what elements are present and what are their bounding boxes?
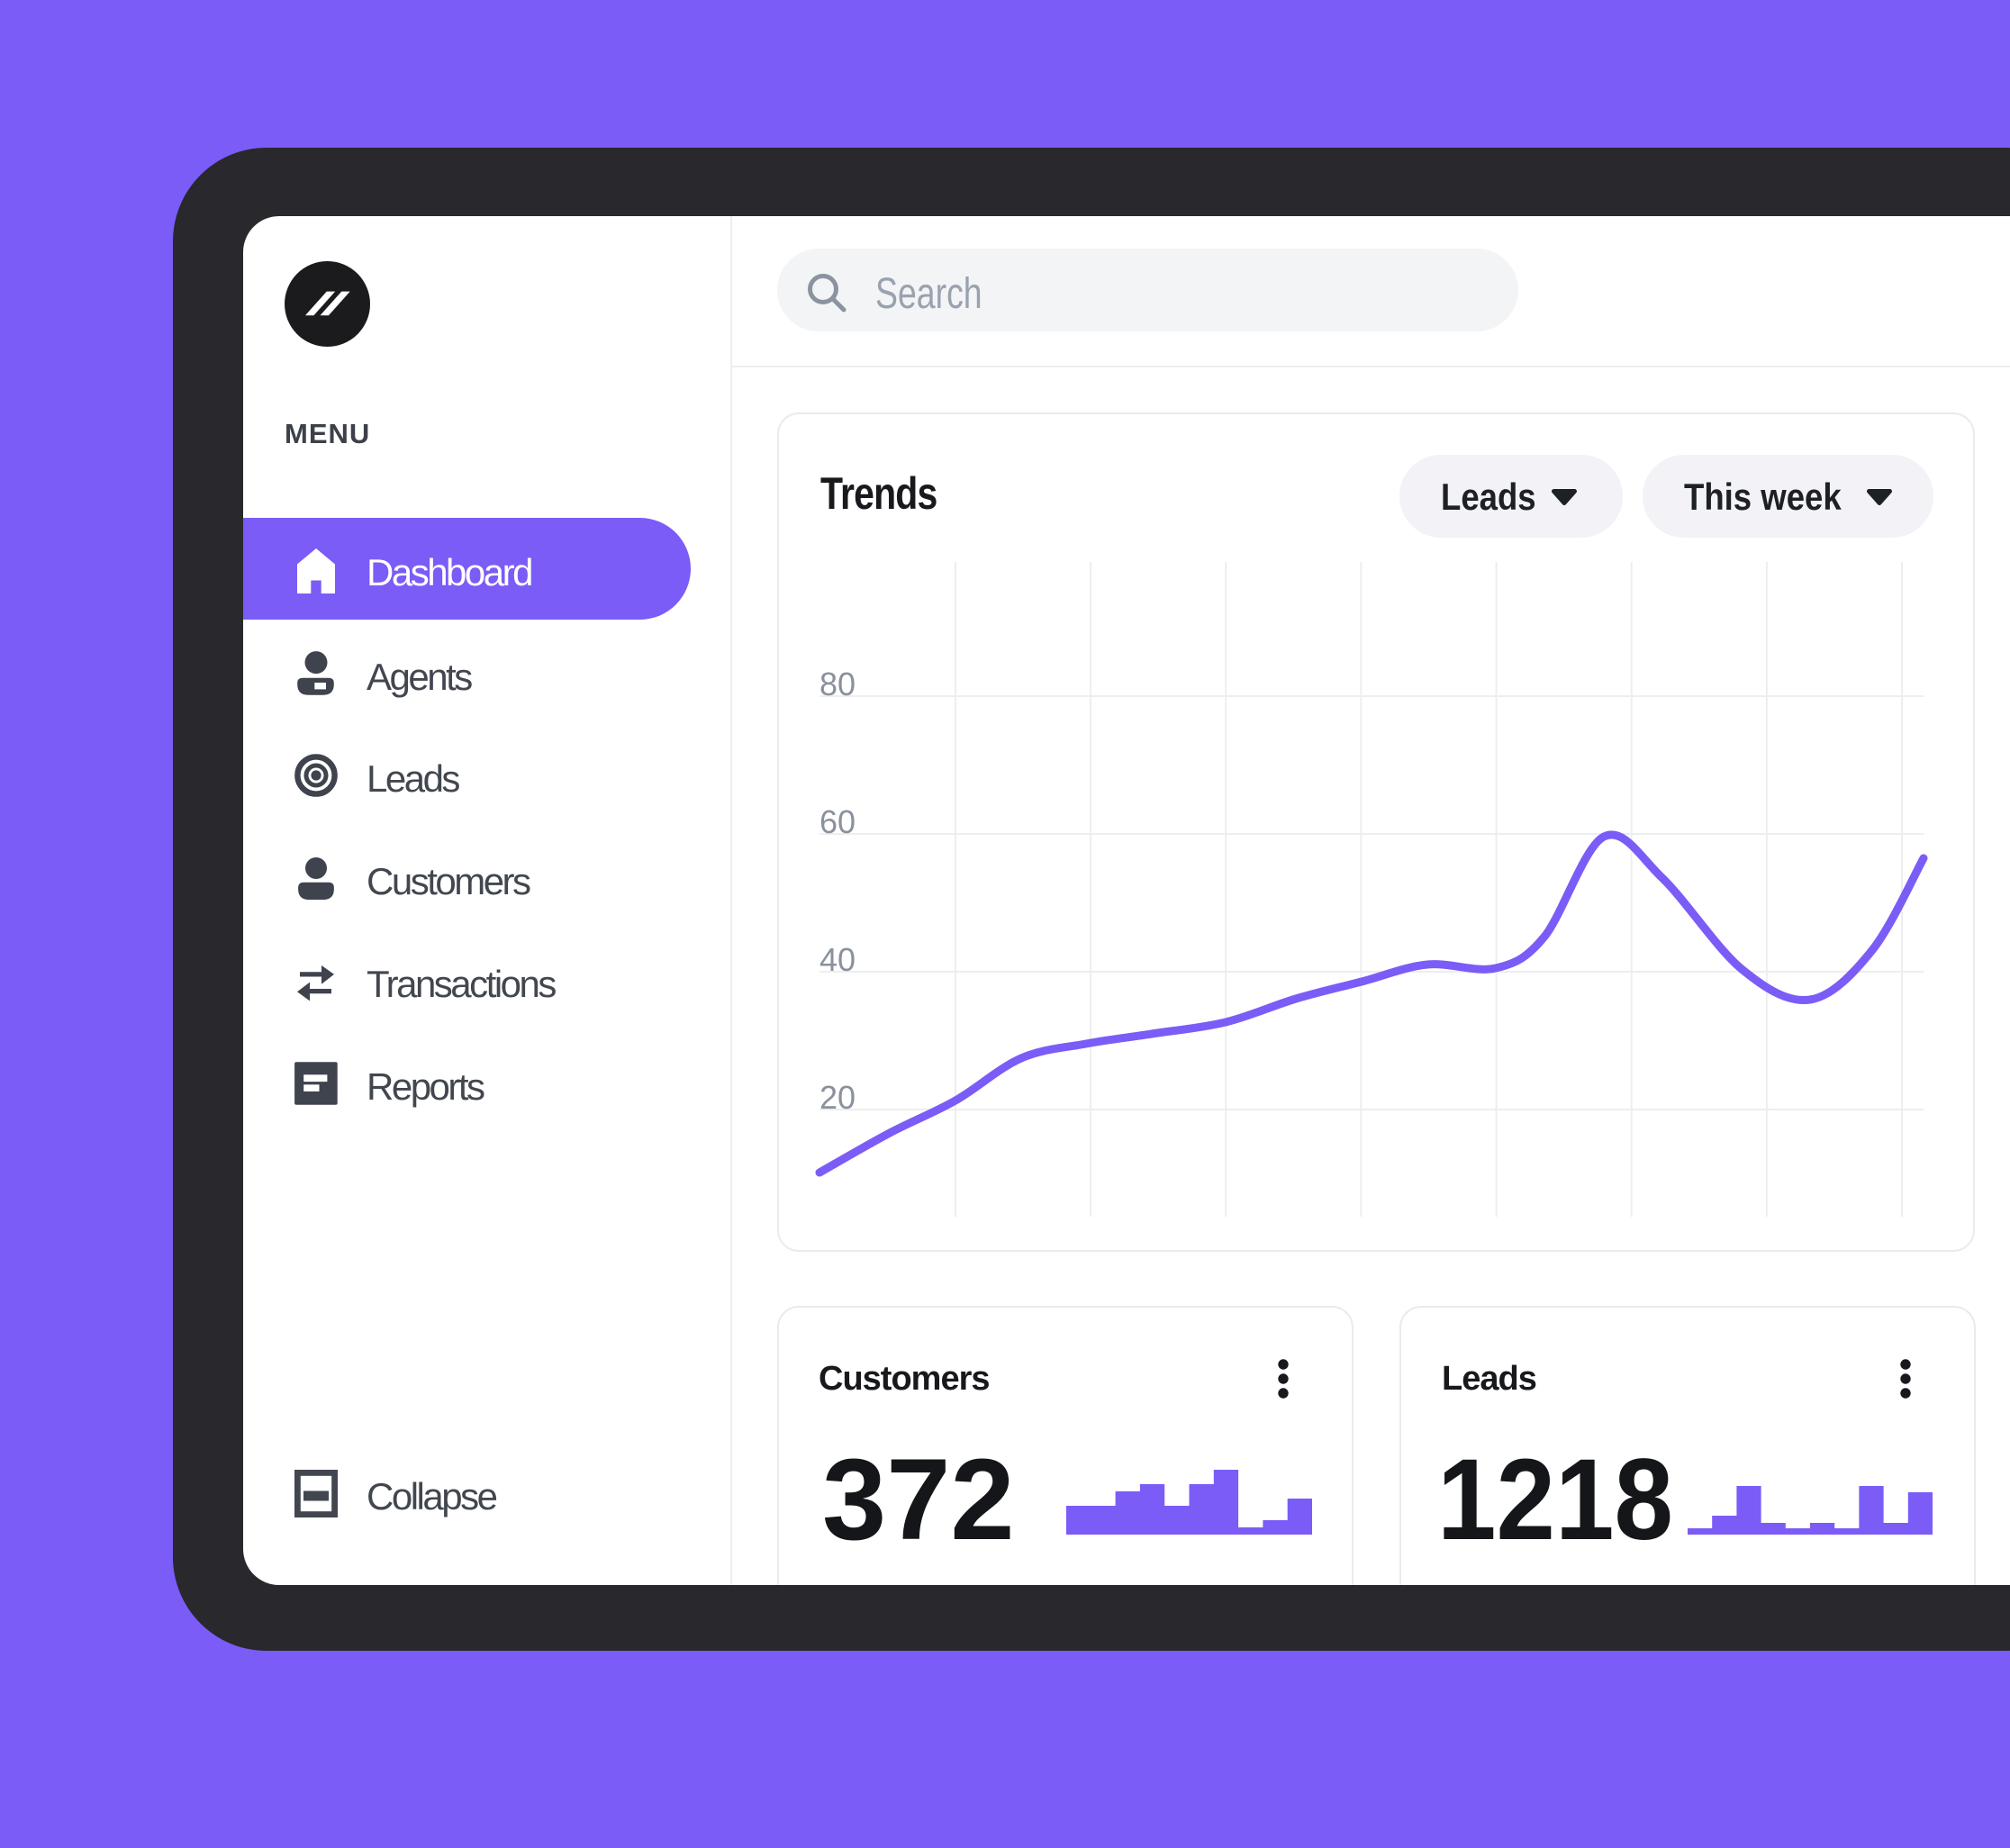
svg-text:40: 40 [819, 941, 856, 978]
svg-text:80: 80 [819, 666, 856, 702]
svg-text:60: 60 [819, 803, 856, 840]
svg-text:20: 20 [819, 1079, 856, 1116]
